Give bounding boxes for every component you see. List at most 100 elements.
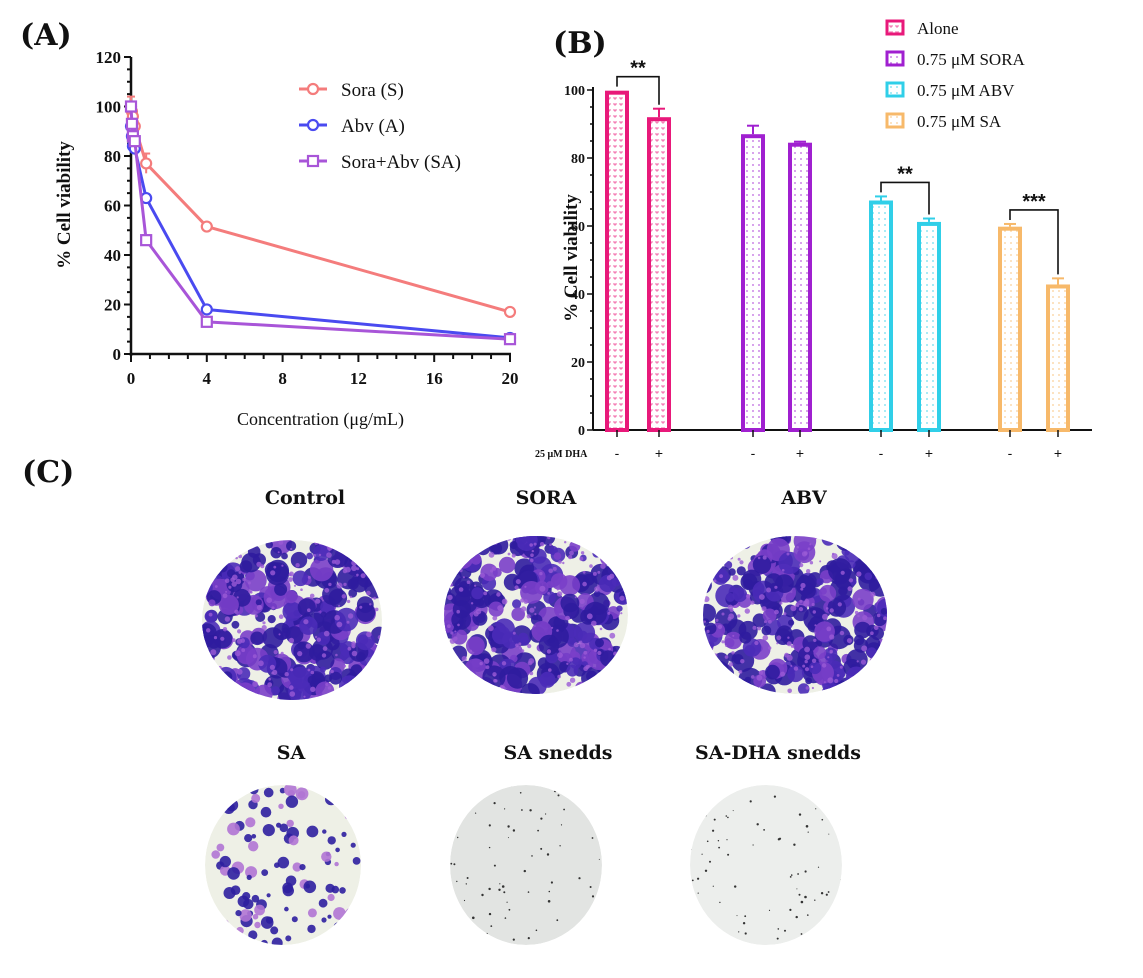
cell-cluster [277, 681, 302, 700]
cell-cluster [500, 673, 523, 694]
cell-speck [737, 557, 741, 561]
cell-cluster [293, 609, 301, 617]
cell-speck [224, 578, 230, 584]
cell-cluster [578, 657, 594, 673]
cell-cluster [444, 547, 464, 570]
cell-speck [848, 578, 854, 583]
cell-speck [817, 866, 820, 868]
cell-cluster [369, 556, 382, 573]
cell-speck [546, 853, 550, 856]
cell-cluster [742, 638, 762, 657]
cell-speck [328, 582, 332, 587]
cell-speck [523, 599, 529, 604]
cell-speck [235, 566, 241, 572]
cell-cluster [461, 550, 482, 572]
cell-cluster [277, 692, 291, 700]
cell-cluster [576, 593, 594, 611]
cell-cluster [838, 594, 852, 608]
cell-speck [713, 579, 717, 583]
cell-cluster [882, 578, 887, 586]
cell-cluster [795, 575, 816, 596]
cell-speck [545, 813, 547, 815]
cell-dish-abv [703, 536, 887, 694]
cell-cluster [774, 536, 788, 546]
image-title-sa-snedds: SA snedds [503, 742, 613, 764]
cell-speck [490, 925, 493, 927]
cell-cluster [816, 578, 824, 586]
cell-cluster [283, 833, 295, 844]
cell-cluster [279, 823, 289, 833]
cell-speck [481, 893, 484, 897]
cell-speck [784, 652, 789, 658]
cell-cluster [606, 606, 620, 620]
cell-cluster [742, 569, 762, 589]
cell-speck [488, 887, 491, 891]
cell-speck [370, 597, 373, 600]
cell-speck [856, 571, 862, 577]
cell-cluster [798, 576, 806, 585]
cell-speck [815, 808, 817, 810]
cell-cluster [802, 656, 823, 678]
cell-cluster [527, 676, 547, 694]
cell-cluster [249, 785, 259, 795]
cell-speck [563, 808, 565, 811]
cell-cluster [518, 570, 540, 592]
cell-cluster [590, 563, 612, 585]
cell-cluster [351, 670, 374, 693]
cell-cluster [572, 574, 590, 592]
cell-cluster [703, 680, 720, 694]
cell-speck [597, 570, 601, 574]
cell-cluster [348, 657, 368, 676]
cell-cluster [520, 581, 543, 604]
cell-speck [236, 638, 243, 644]
cell-speck [230, 577, 235, 582]
cell-speck [821, 818, 824, 821]
cell-cluster [260, 599, 269, 608]
cell-speck [609, 632, 616, 639]
cell-cluster [299, 864, 306, 871]
cell-speck [303, 619, 309, 625]
cell-speck [804, 654, 811, 660]
cell-cluster [869, 546, 882, 559]
cell-cluster [444, 557, 463, 576]
cell-cluster [783, 566, 804, 588]
cell-speck [557, 794, 560, 797]
cell-speck [562, 561, 565, 565]
cell-cluster [569, 540, 581, 552]
cell-cluster [315, 540, 335, 557]
cell-speck [347, 613, 354, 619]
cell-cluster [357, 638, 377, 658]
cell-cluster [307, 675, 316, 685]
cell-cluster [798, 644, 812, 659]
cell-cluster [798, 574, 810, 585]
cell-speck [829, 634, 835, 640]
cell-cluster [261, 869, 269, 876]
legend-swatch [885, 50, 905, 67]
cell-cluster [523, 541, 540, 558]
cell-speck [573, 642, 579, 648]
cell-cluster [313, 603, 337, 627]
legend-label: Sora+Abv (SA) [341, 152, 461, 173]
cell-cluster [241, 552, 261, 573]
cell-speck [519, 647, 522, 650]
cell-speck [325, 682, 329, 687]
cell-cluster [248, 799, 258, 810]
cell-cluster [528, 536, 545, 548]
cell-cluster [797, 683, 810, 694]
cell-cluster [282, 601, 302, 622]
cell-speck [504, 808, 506, 810]
cell-dish-sora [444, 536, 628, 694]
cell-cluster [703, 625, 723, 647]
cell-cluster [831, 673, 842, 685]
cell-cluster [270, 540, 292, 555]
cell-cluster [283, 785, 297, 796]
cell-cluster [311, 638, 334, 660]
cell-speck [738, 670, 743, 674]
cell-cluster [330, 658, 346, 673]
cell-speck [459, 558, 463, 562]
cell-cluster [548, 592, 563, 608]
cell-cluster [337, 567, 360, 590]
cell-cluster [864, 536, 886, 547]
cell-speck [505, 536, 512, 541]
cell-cluster [302, 672, 326, 696]
